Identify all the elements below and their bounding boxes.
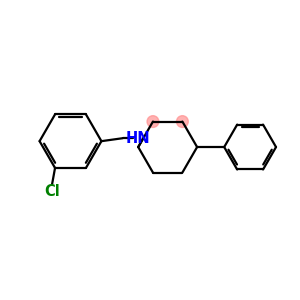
Text: Cl: Cl — [44, 184, 60, 199]
Circle shape — [147, 116, 159, 127]
Text: HN: HN — [126, 131, 150, 146]
Circle shape — [176, 116, 188, 127]
